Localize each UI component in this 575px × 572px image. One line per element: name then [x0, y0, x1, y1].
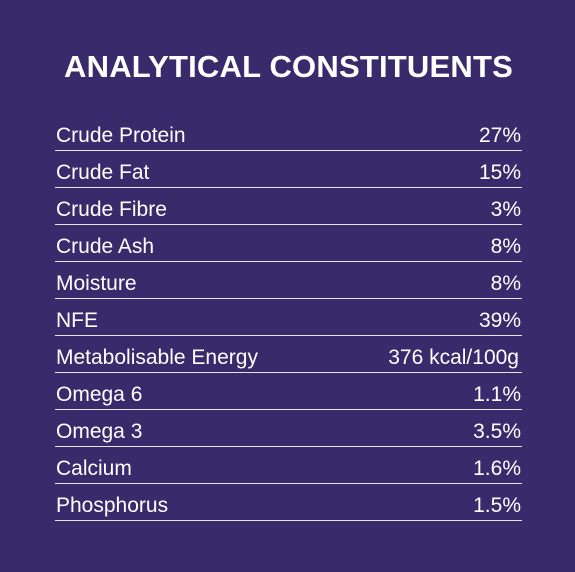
- constituent-value: 15%: [478, 161, 521, 184]
- constituent-value: 376 kcal/100g: [388, 346, 519, 369]
- constituents-table: Crude Protein 27% Crude Fat 15% Crude Fi…: [55, 117, 522, 521]
- constituent-row-crude-ash: Crude Ash 8%: [55, 225, 522, 262]
- constituent-label: Omega 6: [56, 383, 143, 406]
- constituent-value: 39%: [478, 309, 521, 332]
- constituent-label: Crude Protein: [56, 124, 186, 147]
- constituent-row-phosphorus: Phosphorus 1.5%: [55, 484, 522, 521]
- constituent-label: Phosphorus: [56, 494, 169, 517]
- constituent-value: 8%: [490, 235, 521, 258]
- constituent-row-moisture: Moisture 8%: [55, 262, 522, 299]
- constituent-row-crude-fat: Crude Fat 15%: [55, 151, 522, 188]
- constituent-row-nfe: NFE 39%: [55, 299, 522, 336]
- constituent-label: Crude Fibre: [56, 198, 167, 221]
- constituent-label: Crude Ash: [56, 235, 155, 258]
- page-title: ANALYTICAL CONSTITUENTS: [64, 49, 513, 84]
- constituent-row-metabolisable-energy: Metabolisable Energy 376 kcal/100g: [55, 336, 522, 373]
- constituent-label: Crude Fat: [56, 161, 150, 184]
- constituent-value: 3%: [490, 198, 521, 221]
- constituent-value: 1.1%: [473, 383, 521, 406]
- constituent-value: 1.6%: [473, 457, 521, 480]
- constituent-value: 27%: [478, 124, 521, 147]
- constituent-label: NFE: [56, 309, 98, 332]
- constituent-label: Calcium: [56, 457, 132, 480]
- constituent-value: 1.5%: [473, 494, 521, 517]
- constituent-row-omega-3: Omega 3 3.5%: [55, 410, 522, 447]
- analytical-constituents-panel: ANALYTICAL CONSTITUENTS Crude Protein 27…: [55, 48, 522, 521]
- constituent-label: Omega 3: [56, 420, 143, 443]
- constituent-row-crude-fibre: Crude Fibre 3%: [55, 188, 522, 225]
- constituent-row-calcium: Calcium 1.6%: [55, 447, 522, 484]
- constituent-row-omega-6: Omega 6 1.1%: [55, 373, 522, 410]
- constituent-value: 3.5%: [473, 420, 521, 443]
- constituent-label: Moisture: [56, 272, 137, 295]
- constituent-row-crude-protein: Crude Protein 27%: [55, 117, 522, 151]
- constituent-label: Metabolisable Energy: [56, 346, 258, 369]
- constituent-value: 8%: [490, 272, 521, 295]
